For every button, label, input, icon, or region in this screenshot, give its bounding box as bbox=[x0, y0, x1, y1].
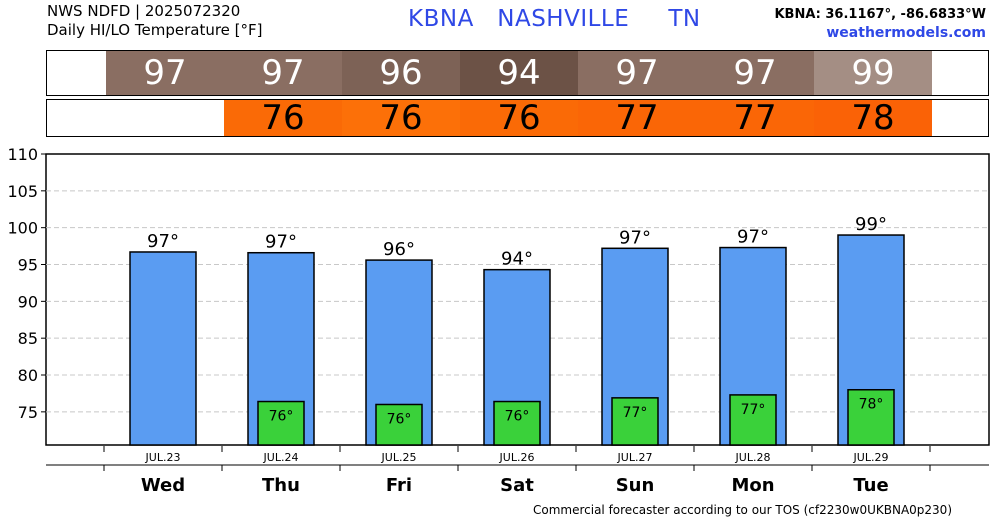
day-label: Sat bbox=[500, 475, 534, 496]
day-label: Fri bbox=[386, 475, 412, 496]
y-tick-label: 95 bbox=[18, 256, 38, 275]
y-tick-label: 80 bbox=[18, 366, 38, 385]
date-label: JUL.26 bbox=[499, 451, 535, 464]
low-temp-cell: 77 bbox=[696, 98, 814, 138]
high-temp-cell: 97 bbox=[696, 51, 814, 95]
day-label: Mon bbox=[731, 475, 774, 496]
high-temp-label: 97° bbox=[265, 232, 297, 253]
day-label: Thu bbox=[262, 475, 300, 496]
low-temp-bar bbox=[611, 397, 659, 446]
state-name: TN bbox=[668, 6, 701, 32]
high-temp-cell: 97 bbox=[578, 51, 696, 95]
low-temp-bar bbox=[257, 400, 305, 446]
low-temp-cell: 78 bbox=[814, 98, 932, 138]
low-temp-cell: 76 bbox=[342, 98, 460, 138]
low-temp-label: 76° bbox=[505, 409, 530, 425]
station-id: KBNA bbox=[408, 6, 474, 32]
low-temp-cell: 76 bbox=[460, 98, 578, 138]
high-temp-strip: 97 97 96 94 97 97 99 bbox=[46, 50, 989, 96]
header-right: KBNA: 36.1167°, -86.6833°W weathermodels… bbox=[774, 5, 986, 43]
high-temp-label: 99° bbox=[855, 214, 887, 235]
low-temp-label: 77° bbox=[741, 402, 766, 418]
y-tick-label: 105 bbox=[7, 182, 38, 201]
high-temp-cell: 97 bbox=[106, 51, 224, 95]
city-name: NASHVILLE bbox=[497, 6, 630, 32]
high-temp-cell: 97 bbox=[224, 51, 342, 95]
high-temp-label: 97° bbox=[737, 227, 769, 248]
high-temp-label: 94° bbox=[501, 249, 533, 270]
date-label: JUL.24 bbox=[263, 451, 299, 464]
y-tick-label: 85 bbox=[18, 329, 38, 348]
low-temp-bar bbox=[729, 394, 777, 446]
date-label: JUL.29 bbox=[853, 451, 889, 464]
header-location: KBNA NASHVILLE TN bbox=[408, 6, 701, 32]
low-temp-bar bbox=[375, 403, 423, 446]
header-left: NWS NDFD | 2025072320 Daily HI/LO Temper… bbox=[47, 2, 263, 40]
low-temp-cell: 77 bbox=[578, 98, 696, 138]
day-label: Wed bbox=[141, 475, 185, 496]
high-temp-label: 97° bbox=[147, 231, 179, 252]
date-label: JUL.23 bbox=[145, 451, 181, 464]
low-temp-strip: 76 76 76 77 77 78 bbox=[46, 98, 989, 138]
y-tick-label: 75 bbox=[18, 403, 38, 422]
date-label: JUL.25 bbox=[381, 451, 417, 464]
day-label: Sun bbox=[616, 475, 655, 496]
date-label: JUL.27 bbox=[617, 451, 653, 464]
header-title-line: Daily HI/LO Temperature [°F] bbox=[47, 21, 263, 39]
station-coords: KBNA: 36.1167°, -86.6833°W bbox=[774, 7, 986, 22]
header-product-line: NWS NDFD | 2025072320 bbox=[47, 2, 241, 20]
footer-note: Commercial forecaster according to our T… bbox=[532, 503, 952, 517]
high-temp-label: 97° bbox=[619, 227, 651, 248]
high-temp-cell: 94 bbox=[460, 51, 578, 95]
y-tick-label: 90 bbox=[18, 292, 38, 311]
low-temp-label: 76° bbox=[387, 411, 412, 427]
y-tick-label: 110 bbox=[7, 145, 38, 164]
high-temp-cell: 99 bbox=[814, 51, 932, 95]
low-temp-label: 77° bbox=[623, 405, 648, 421]
low-temp-label: 76° bbox=[269, 409, 294, 425]
day-label: Tue bbox=[853, 475, 888, 496]
low-temp-cell: 76 bbox=[224, 98, 342, 138]
high-temp-label: 96° bbox=[383, 239, 415, 260]
date-label: JUL.28 bbox=[735, 451, 771, 464]
high-temp-bar bbox=[129, 251, 197, 446]
low-temp-label: 78° bbox=[859, 397, 884, 413]
low-temp-bar bbox=[847, 388, 895, 446]
high-temp-cell: 96 bbox=[342, 51, 460, 95]
site-link[interactable]: weathermodels.com bbox=[826, 25, 986, 41]
low-temp-bar bbox=[493, 400, 541, 446]
y-tick-label: 100 bbox=[7, 219, 38, 238]
